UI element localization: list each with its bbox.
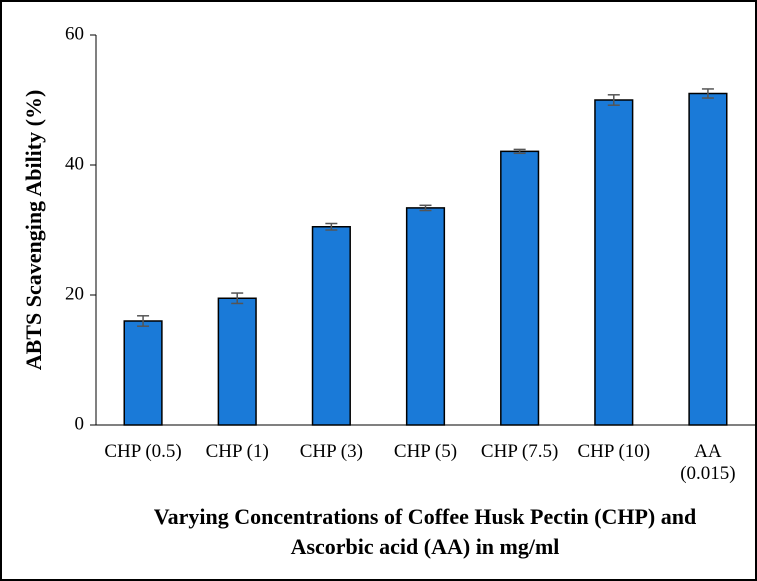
- bar: [311, 226, 351, 426]
- x-axis-title: Varying Concentrations of Coffee Husk Pe…: [153, 504, 697, 559]
- error-bar: [325, 222, 338, 231]
- bar: [594, 99, 634, 426]
- x-tick-label: CHP (0.5): [104, 441, 182, 462]
- error-bar: [513, 148, 526, 155]
- error-bar: [231, 292, 244, 305]
- error-bar: [701, 88, 714, 99]
- error-bar: [137, 315, 150, 327]
- bar: [217, 297, 257, 426]
- error-bar: [607, 94, 620, 106]
- y-tick-label: 40: [65, 153, 84, 174]
- y-axis-title: ABTS Scavenging Ability (%): [21, 90, 46, 371]
- x-tick-label: CHP (7.5): [480, 441, 559, 462]
- x-tick-label: CHP (1): [205, 441, 269, 462]
- bar: [405, 207, 446, 426]
- x-tick-label: CHP (10): [577, 441, 651, 462]
- error-bar: [419, 204, 432, 212]
- bar: [688, 92, 728, 426]
- y-tick-label: 60: [65, 23, 84, 44]
- bar: [500, 150, 540, 426]
- y-tick-label: 20: [65, 283, 84, 304]
- x-tick-label: AA (0.015): [680, 441, 736, 484]
- x-tick-label: CHP (5): [393, 441, 458, 462]
- y-tick-label: 0: [75, 413, 85, 434]
- x-tick-label: CHP (3): [299, 441, 363, 462]
- bar: [123, 320, 163, 426]
